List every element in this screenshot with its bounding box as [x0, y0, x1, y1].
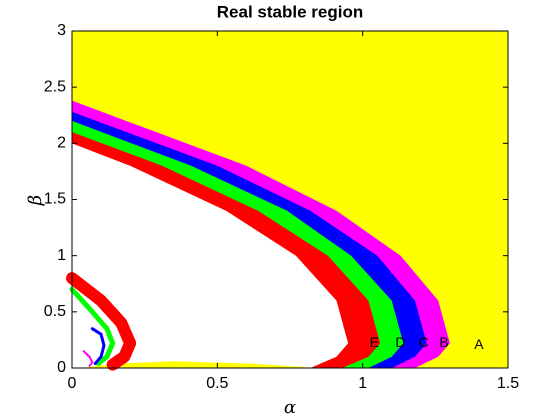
curve: [69, 286, 116, 367]
curve: [90, 327, 106, 366]
region-label: A: [474, 336, 484, 352]
y-tick-label: 2.5: [44, 78, 66, 95]
x-tick-label: 1: [358, 375, 367, 392]
x-tick-label: 0: [68, 375, 77, 392]
y-tick-label: 1.5: [44, 191, 66, 208]
chart-title: Real stable region: [217, 2, 363, 21]
curve: [82, 350, 94, 367]
y-tick-label: 3: [57, 22, 66, 39]
x-tick-label: 0.5: [206, 375, 228, 392]
x-tick-label: 1.5: [497, 375, 519, 392]
x-axis-label: α: [284, 397, 296, 418]
region-label: E: [370, 334, 379, 350]
curve: [66, 272, 137, 371]
y-axis-label: β: [25, 195, 46, 206]
region: [80, 361, 311, 368]
region: [72, 143, 349, 368]
region-label: C: [419, 334, 429, 350]
y-tick-label: 1: [57, 247, 66, 264]
y-tick-label: 2: [57, 135, 66, 152]
y-tick-label: 0.5: [44, 303, 66, 320]
region-label: B: [439, 334, 448, 350]
region-label: D: [395, 334, 405, 350]
y-tick-label: 0: [57, 359, 66, 376]
